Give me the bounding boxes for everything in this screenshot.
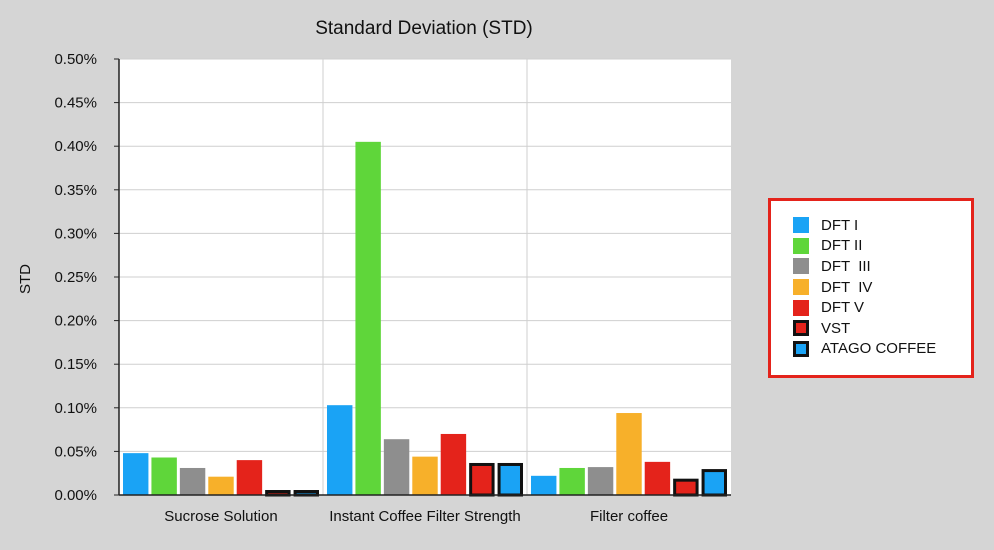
y-tick-label: 0.30%	[54, 225, 97, 242]
legend-item: DFT II	[793, 236, 971, 257]
y-tick-label: 0.50%	[54, 51, 97, 68]
legend-item: DFT III	[793, 256, 971, 277]
x-category-label: Instant Coffee Filter Strength	[329, 508, 521, 525]
legend-item: ATAGO COFFEE	[793, 339, 971, 360]
bar	[355, 141, 381, 495]
bar	[179, 467, 206, 495]
y-tick-label: 0.35%	[54, 182, 97, 199]
legend-swatch	[793, 320, 809, 337]
y-tick-label: 0.20%	[54, 313, 97, 330]
chart-title: Standard Deviation (STD)	[315, 18, 533, 39]
legend-label: DFT II	[821, 237, 863, 255]
bar	[587, 467, 614, 495]
bar	[236, 460, 263, 495]
bar	[123, 453, 149, 495]
legend-label: DFT III	[821, 257, 871, 275]
legend-swatch	[793, 217, 809, 234]
y-axis-ticks: 0.00% 0.05% 0.10% 0.15% 0.20% 0.25% 0.30% 0.35%…	[54, 51, 119, 504]
legend-item: DFT V	[793, 297, 971, 318]
y-tick-label: 0.05%	[54, 443, 97, 460]
y-tick-label: 0.00%	[54, 487, 97, 504]
x-category-label: Sucrose Solution	[164, 508, 277, 525]
bar	[559, 467, 585, 495]
legend-label: VST	[821, 319, 851, 337]
bar	[440, 433, 467, 495]
legend-item: DFT I	[793, 215, 971, 236]
x-axis-categories: Sucrose Solution Instant Coffee Filter St…	[164, 508, 668, 525]
y-tick-label: 0.40%	[54, 138, 97, 155]
bar	[208, 476, 234, 495]
gridlines	[119, 58, 731, 495]
legend-item: DFT IV	[793, 277, 971, 298]
bar	[497, 462, 524, 497]
y-tick-label: 0.25%	[54, 269, 97, 286]
bar	[616, 413, 642, 495]
bar	[327, 405, 353, 495]
legend-label: DFT I	[821, 216, 859, 234]
legend-swatch	[793, 279, 809, 296]
bar	[469, 462, 495, 497]
bar	[673, 478, 699, 497]
legend-items: DFT I DFT II DFT III DFT IV DFT V VST ATAGO CO…	[793, 215, 971, 359]
y-tick-label: 0.10%	[54, 400, 97, 417]
legend-swatch	[793, 299, 809, 316]
bar	[531, 475, 557, 495]
bar	[701, 469, 727, 497]
legend-swatch	[793, 237, 809, 254]
bar	[383, 439, 410, 495]
bar	[412, 456, 438, 495]
legend-label: DFT V	[821, 299, 865, 317]
legend-item: VST	[793, 318, 971, 339]
bar	[151, 457, 177, 495]
chart-legend: DFT I DFT II DFT III DFT IV DFT V VST ATAGO CO…	[768, 198, 974, 378]
y-tick-label: 0.45%	[54, 95, 97, 112]
legend-swatch	[793, 340, 809, 357]
y-tick-label: 0.15%	[54, 356, 97, 373]
bars	[123, 141, 727, 497]
y-axis-label: STD	[17, 264, 34, 294]
bar	[644, 461, 671, 495]
x-category-label: Filter coffee	[590, 508, 668, 525]
legend-label: ATAGO COFFEE	[821, 340, 937, 358]
legend-swatch	[793, 258, 809, 275]
legend-label: DFT IV	[821, 278, 873, 296]
